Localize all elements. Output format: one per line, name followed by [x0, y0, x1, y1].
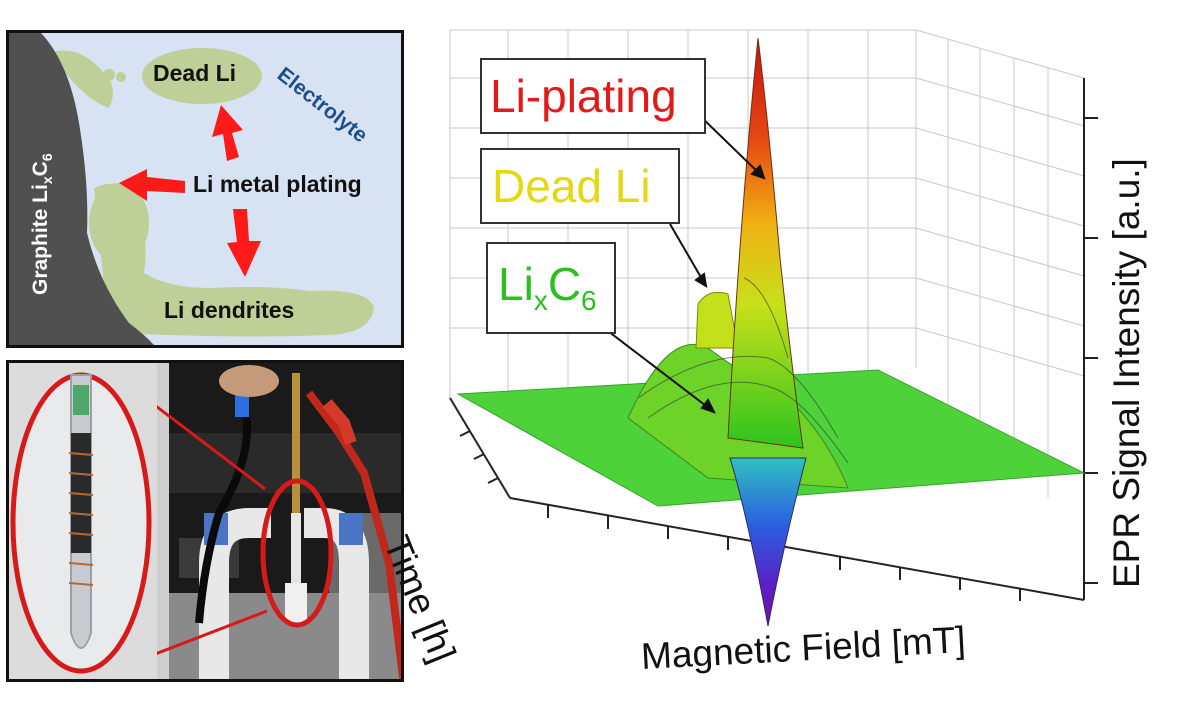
schematic-drawing — [9, 33, 374, 345]
graphite-electrode — [9, 33, 154, 345]
epr-3d-plot: Li-plating Dead Li LixC6 Magnetic Field … — [376, 18, 1200, 706]
li-dendrites-label: Li dendrites — [164, 297, 295, 323]
epr-setup-photo — [6, 360, 404, 682]
red-cable — [305, 390, 401, 679]
li-metal-plating-label: Li metal plating — [193, 171, 362, 197]
epr-intensity-axis-title: EPR Signal Intensity [a.u.] — [1106, 158, 1147, 588]
callout-pointers — [603, 113, 766, 414]
epr-surface — [449, 29, 1098, 627]
dead-li-plateau — [695, 291, 739, 349]
contour-lines — [637, 277, 849, 464]
epr-trough — [729, 457, 807, 627]
dead-li-callout: Dead Li — [480, 148, 680, 224]
li-plating-callout: Li-plating — [480, 58, 706, 134]
dead-li-label: Dead Li — [153, 60, 237, 86]
axis-ticks — [449, 78, 1098, 601]
blue-clip — [235, 393, 249, 417]
sample-highlight-ellipse — [260, 478, 334, 628]
growth-arrows — [119, 105, 261, 277]
li-plating-schematic: Graphite LixC6 Dead Li Li metal plating … — [6, 30, 404, 348]
sample-holder — [292, 373, 300, 513]
lixc6-callout: LixC6 — [486, 242, 616, 334]
li-plating-peak — [727, 37, 804, 449]
li-deposits — [49, 48, 374, 337]
hand — [219, 365, 279, 397]
photo-illustration — [9, 363, 401, 679]
graphite-label: Graphite LixC6 — [29, 153, 56, 295]
